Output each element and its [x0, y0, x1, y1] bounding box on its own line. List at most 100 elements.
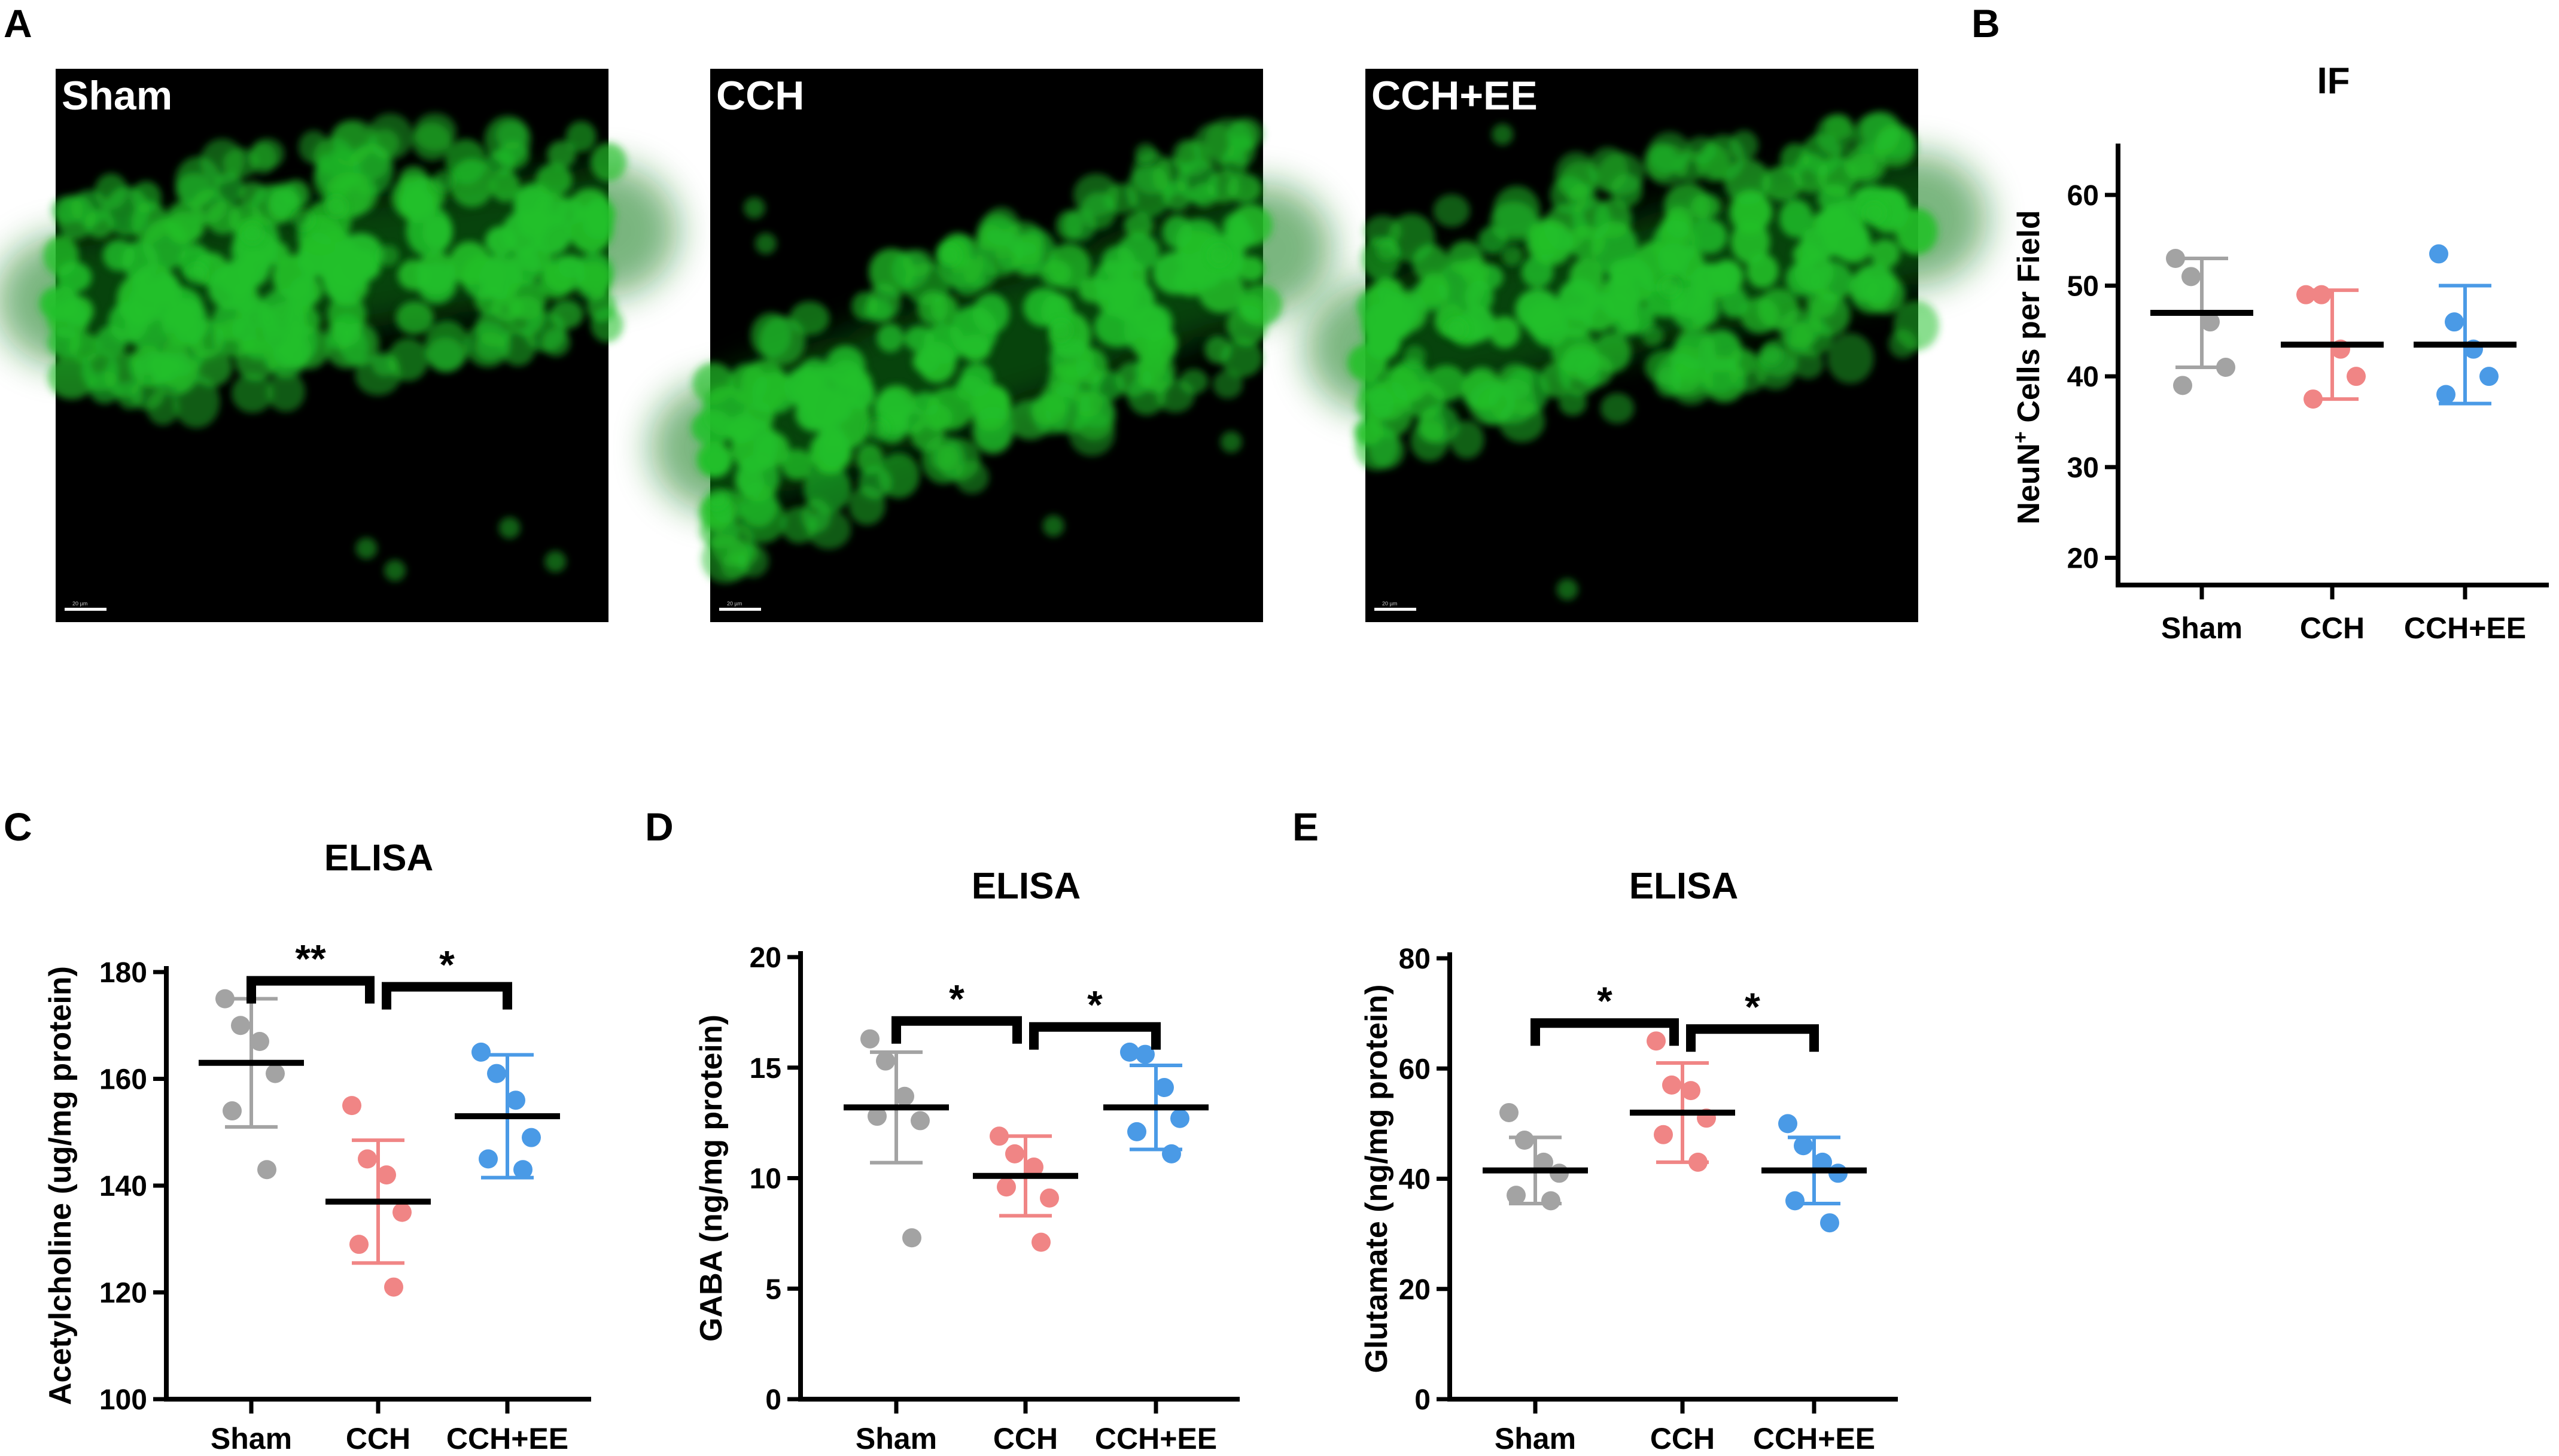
data-point [1662, 1075, 1681, 1095]
data-point [1813, 1152, 1832, 1172]
x-tick-label: Sham [211, 1422, 292, 1455]
y-tick-label: 0 [1414, 1384, 1431, 1416]
y-axis-label: Acetylcholine (ug/mg protein) [43, 966, 78, 1405]
data-point [223, 1101, 242, 1121]
data-point [2429, 244, 2448, 264]
panel-letter-c: C [4, 805, 32, 849]
y-tick-label: 20 [2067, 543, 2099, 575]
y-tick-label: 10 [750, 1163, 781, 1195]
data-point [513, 1160, 533, 1180]
data-point [1005, 1144, 1024, 1163]
x-tick-label: CCH+EE [1095, 1422, 1217, 1455]
data-point [1499, 1102, 1519, 1122]
y-tick-label: 30 [2067, 452, 2099, 484]
y-tick-label: 15 [750, 1053, 781, 1085]
y-tick-label: 140 [99, 1171, 147, 1202]
y-tick-label: 60 [2067, 180, 2099, 212]
data-point [902, 1228, 921, 1248]
chart-title: ELISA [324, 837, 434, 879]
data-point [860, 1029, 880, 1049]
micrograph-label: Sham [62, 73, 172, 118]
neuron-cells [691, 117, 1283, 584]
micrograph-label: CCH [716, 73, 804, 118]
chart-panel-d: ELISA GABA (ng/mg protein) 0 5 10 15 20 Sham CCH… [694, 866, 1240, 1455]
data-point [1681, 1081, 1700, 1101]
data-point [1647, 1031, 1666, 1051]
data-point [257, 1160, 276, 1180]
data-point [1162, 1144, 1181, 1163]
data-point [1024, 1158, 1043, 1177]
panel-letter-e: E [1292, 805, 1319, 849]
x-tick-label: CCH+EE [2404, 611, 2526, 645]
data-point [1040, 1188, 1059, 1208]
data-point [231, 1016, 250, 1035]
chart-panel-b: IF NeuN+ Cells per Field 20 30 40 50 60 Sham CCH… [2009, 60, 2549, 645]
y-tick-label: 80 [1399, 943, 1431, 975]
x-tick-label: CCH [2300, 611, 2365, 645]
significance-bracket [1686, 1024, 1819, 1052]
data-point [384, 1277, 403, 1297]
data-point [1507, 1186, 1526, 1205]
significance-label: ** [295, 937, 326, 981]
data-point [1155, 1078, 1174, 1098]
micrograph-cch-ee: 20 µm CCH+EE [1306, 69, 1988, 622]
data-point [2181, 267, 2201, 287]
data-point [1120, 1042, 1139, 1062]
scattered-cells [706, 143, 1242, 537]
scalebar-label: 20 µm [727, 601, 742, 607]
significance-label: * [439, 943, 455, 987]
scattered-cells [1376, 123, 1885, 601]
data-point [2436, 385, 2455, 404]
y-tick-label: 60 [1399, 1053, 1431, 1085]
data-point [250, 1032, 269, 1052]
data-point [911, 1111, 930, 1131]
y-tick-label: 180 [99, 957, 147, 989]
x-tick-label: Sham [1495, 1422, 1576, 1455]
x-tick-label: CCH [993, 1422, 1058, 1455]
y-tick-label: 100 [99, 1384, 147, 1416]
chart-title: ELISA [972, 866, 1081, 907]
data-point [2312, 285, 2331, 304]
data-point [1688, 1152, 1708, 1172]
data-point [342, 1096, 361, 1116]
data-point [377, 1165, 396, 1185]
data-point [1127, 1122, 1146, 1141]
data-point [868, 1107, 887, 1126]
data-point [506, 1091, 525, 1110]
y-tick-label: 50 [2067, 271, 2099, 303]
y-axis-label: NeuN+ Cells per Field [2009, 210, 2046, 525]
micrograph-cch: 20 µm CCH [650, 69, 1332, 622]
data-point [2296, 285, 2315, 304]
significance-label: * [949, 977, 964, 1021]
data-point [2445, 312, 2464, 332]
significance-bracket [1029, 1022, 1161, 1050]
x-tick-label: Sham [856, 1422, 937, 1455]
significance-bracket [891, 1016, 1022, 1044]
significance-bracket [247, 976, 375, 1004]
significance-bracket [382, 982, 512, 1010]
data-point [2304, 389, 2323, 409]
chart-title: ELISA [1629, 866, 1739, 907]
y-tick-label: 0 [765, 1384, 781, 1416]
x-tick-label: CCH+EE [446, 1422, 568, 1455]
x-tick-label: CCH [1650, 1422, 1715, 1455]
data-point [2216, 358, 2235, 377]
x-tick-label: CCH+EE [1753, 1422, 1875, 1455]
y-axis-label: GABA (ng/mg protein) [694, 1015, 729, 1342]
x-tick-label: Sham [2161, 611, 2242, 645]
significance-label: * [1087, 983, 1103, 1027]
data-point [1031, 1232, 1051, 1252]
data-point [990, 1126, 1009, 1146]
data-point [479, 1149, 498, 1169]
data-point [2166, 249, 2185, 268]
data-point [392, 1202, 412, 1222]
data-point [358, 1149, 377, 1169]
data-point [471, 1042, 491, 1062]
significance-bracket [1530, 1018, 1679, 1046]
data-point [1136, 1044, 1155, 1064]
data-point [1785, 1191, 1805, 1211]
x-tick-label: CCH [346, 1422, 410, 1455]
y-tick-label: 160 [99, 1064, 147, 1096]
panel-letter-a: A [4, 1, 32, 45]
chart-panel-c: ELISA Acetylcholine (ug/mg protein) 100 120… [43, 837, 591, 1455]
